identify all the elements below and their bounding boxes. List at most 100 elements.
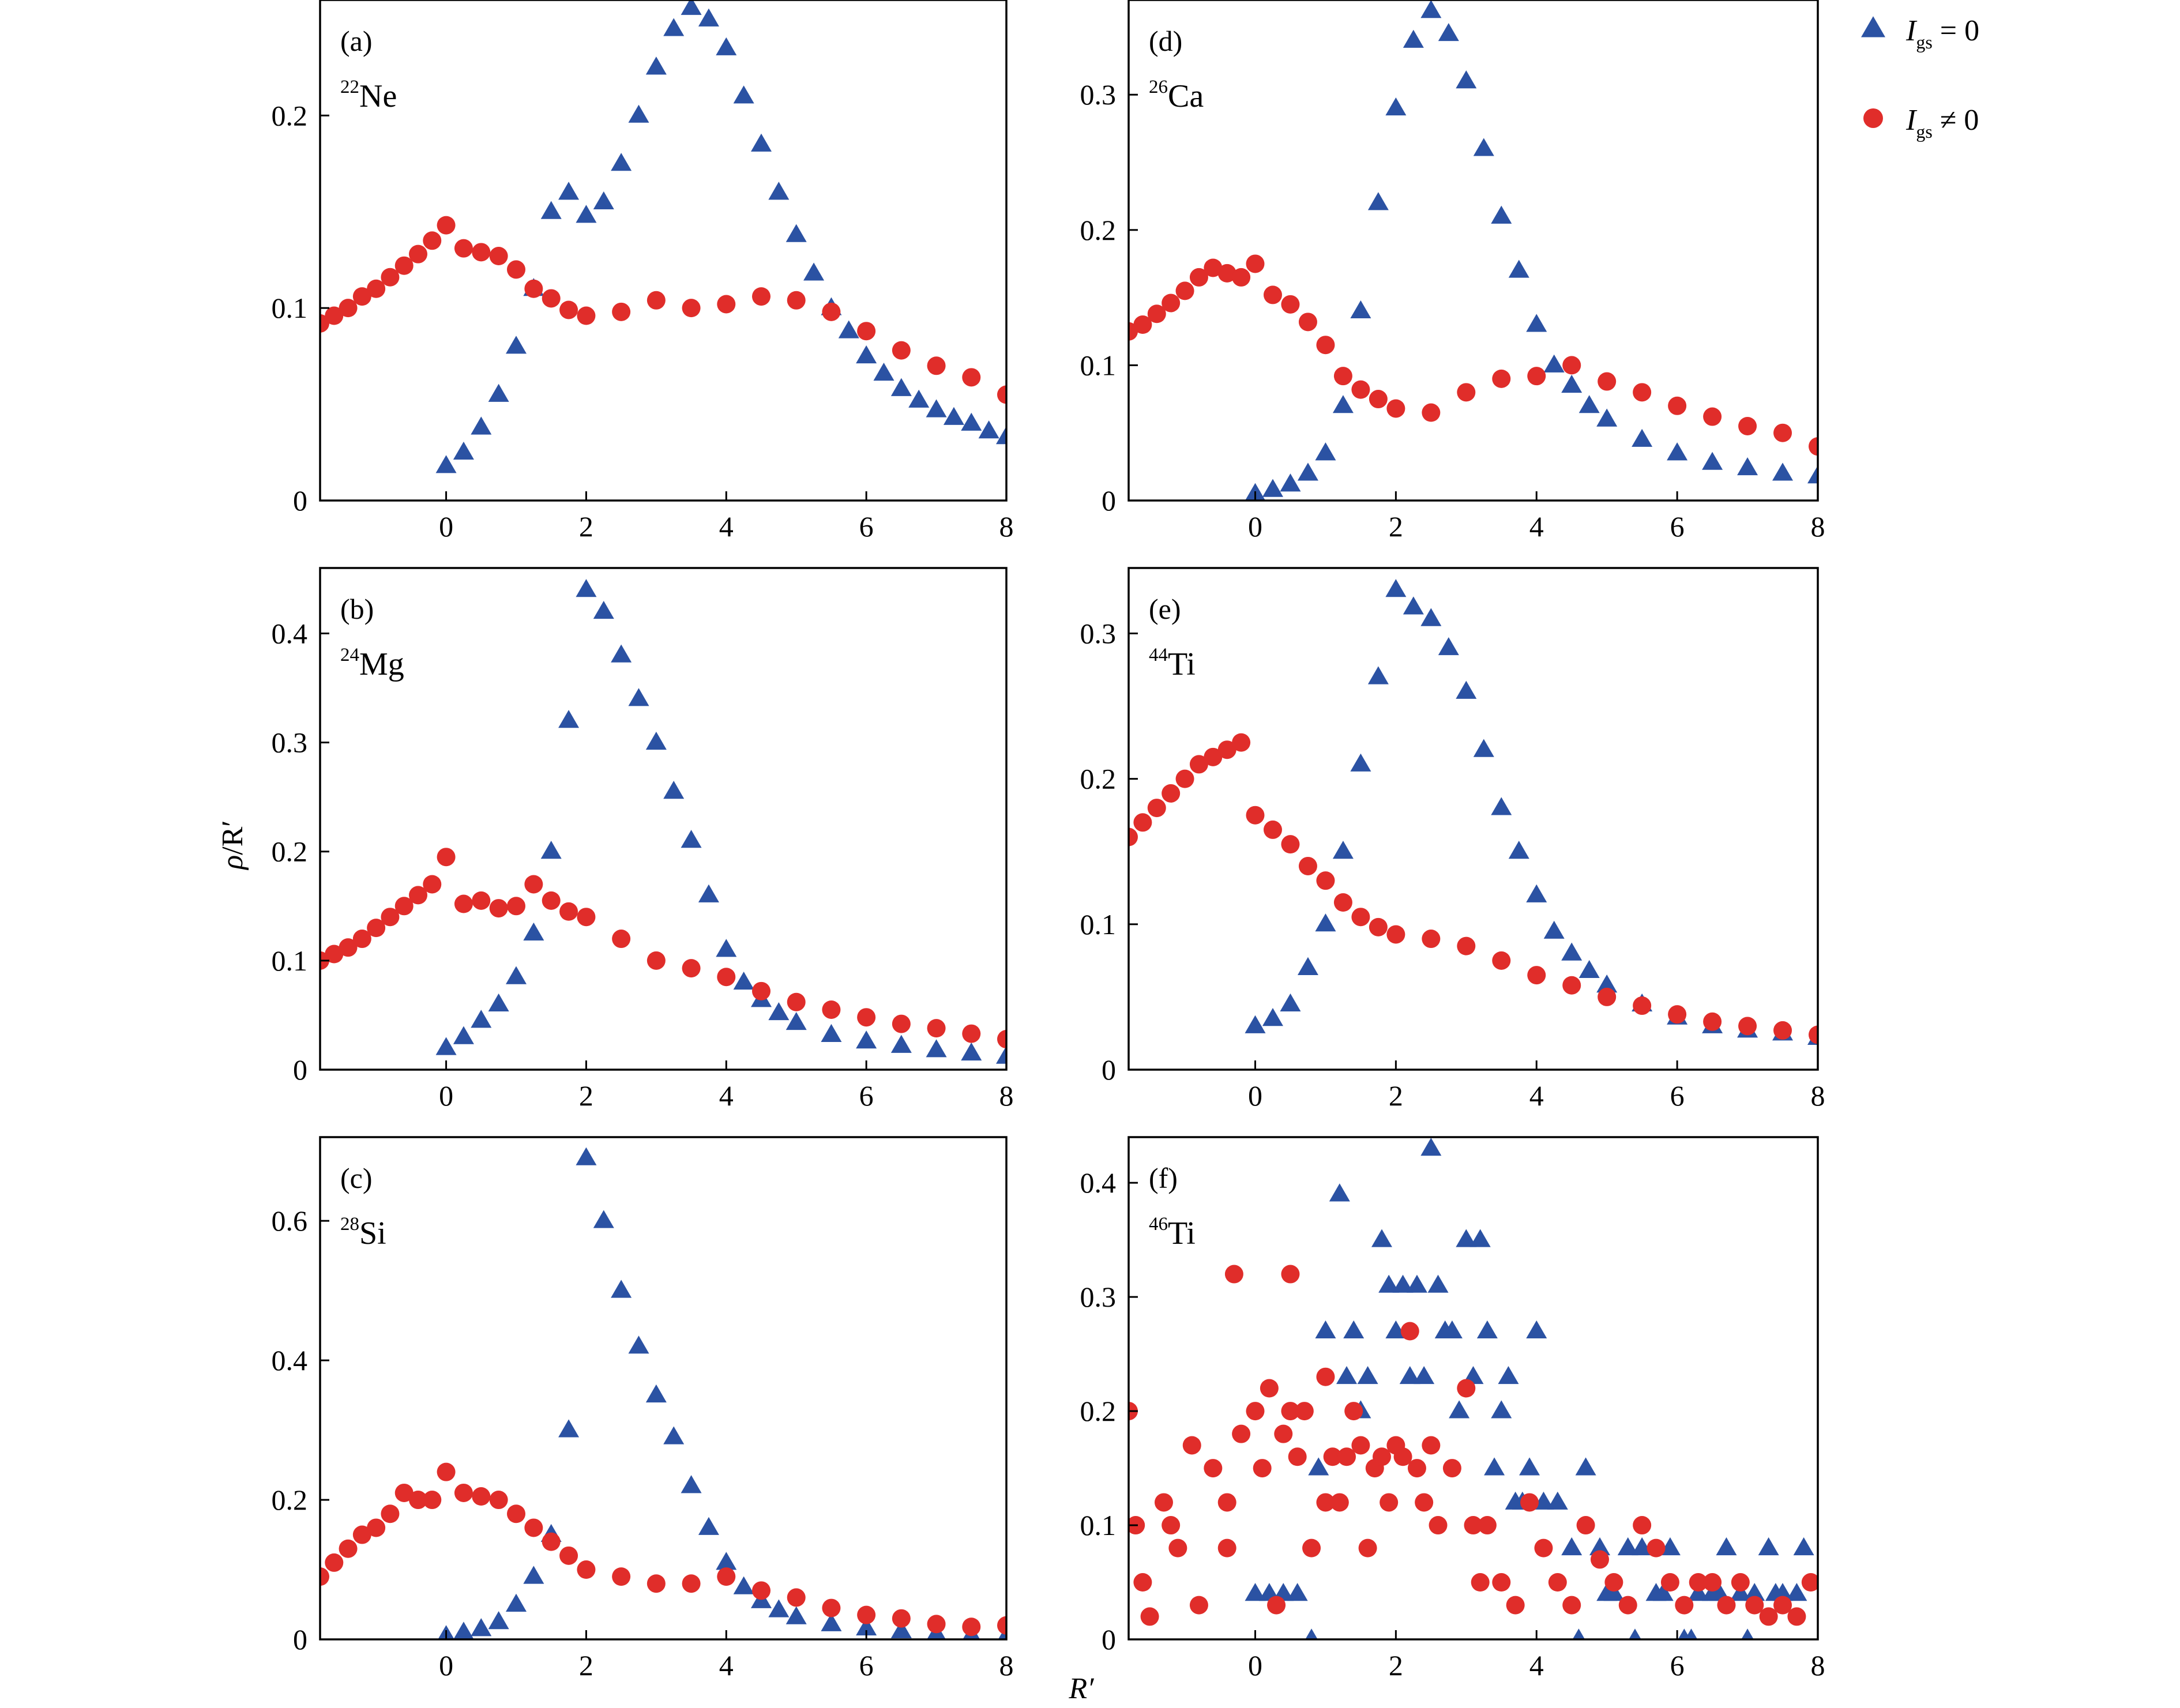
data-point-circle: [1738, 416, 1757, 435]
x-tick-label: 8: [999, 1079, 1014, 1112]
data-point-triangle: [996, 1045, 1006, 1064]
data-point-circle: [1204, 1459, 1223, 1478]
x-tick-label: 6: [859, 510, 874, 543]
plot-area: [1129, 579, 1818, 1045]
data-point-triangle: [1308, 1457, 1329, 1476]
y-tick-label: 0.2: [272, 99, 308, 131]
data-point-triangle: [558, 1419, 580, 1438]
data-point-triangle: [1543, 920, 1565, 939]
legend-rest: = 0: [1933, 14, 1979, 47]
data-point-triangle: [1758, 1537, 1779, 1556]
data-point-circle: [559, 300, 578, 319]
data-point-triangle: [1385, 1320, 1407, 1338]
data-point-triangle: [1508, 259, 1529, 278]
data-point-triangle: [1336, 1365, 1358, 1385]
data-point-triangle: [1786, 1583, 1807, 1601]
data-point-triangle: [1262, 479, 1283, 497]
data-point-circle: [577, 908, 596, 927]
data-point-circle: [1745, 1596, 1764, 1615]
data-point-triangle: [1449, 1400, 1470, 1419]
y-tick-label: 0.2: [1080, 763, 1117, 795]
data-point-triangle: [1667, 442, 1688, 461]
data-point-circle: [381, 908, 400, 927]
data-point-circle: [1274, 1424, 1293, 1443]
panel-b: 0 2 4 6 800.10.20.30.4(b)24Mg: [272, 567, 1014, 1112]
data-point-circle: [1316, 1493, 1335, 1512]
data-point-triangle: [768, 1599, 790, 1617]
data-point-circle: [1369, 390, 1388, 409]
y-tick-label: 0: [1102, 1054, 1116, 1086]
data-point-triangle: [1473, 739, 1494, 757]
data-point-circle: [339, 299, 358, 318]
data-point-circle: [1703, 1573, 1722, 1592]
data-point-triangle: [785, 224, 807, 242]
data-point-triangle: [873, 362, 894, 381]
data-point-triangle: [663, 1426, 685, 1444]
data-point-circle: [325, 306, 344, 325]
data-point-triangle: [1406, 1274, 1427, 1293]
data-point-triangle: [1469, 1229, 1491, 1247]
data-point-triangle: [471, 1010, 492, 1028]
nucleus-mass: 46: [1149, 1214, 1168, 1235]
x-tick-label: 4: [1529, 1649, 1544, 1681]
data-point-circle: [1175, 769, 1194, 788]
data-point-triangle: [1491, 205, 1512, 224]
x-tick-label: 8: [1811, 510, 1825, 543]
data-point-circle: [927, 1019, 946, 1038]
y-tick-label: 0: [1102, 484, 1116, 517]
data-point-circle: [1703, 1012, 1722, 1031]
data-point-circle: [1787, 1607, 1806, 1626]
data-point-triangle: [1378, 1274, 1400, 1293]
data-point-circle: [524, 1518, 543, 1537]
data-point-circle: [1281, 295, 1300, 314]
data-point-circle: [1668, 396, 1687, 415]
data-point-triangle: [1533, 1491, 1554, 1510]
data-point-circle: [1400, 1322, 1419, 1341]
data-point-circle: [1281, 1402, 1300, 1421]
data-point-triangle: [628, 688, 649, 706]
data-point-circle: [1759, 1607, 1778, 1626]
data-point-triangle: [1561, 374, 1583, 393]
data-point-circle: [1492, 369, 1511, 388]
nucleus-label: 26Ca: [1149, 77, 1204, 114]
data-point-circle: [437, 848, 456, 867]
data-point-triangle: [1578, 960, 1600, 978]
data-point-circle: [1618, 1596, 1637, 1615]
data-point-circle: [1351, 380, 1370, 399]
data-point-circle: [1478, 1516, 1497, 1535]
data-point-circle: [1232, 268, 1251, 287]
data-point-circle: [1731, 1573, 1750, 1592]
data-point-circle: [1147, 304, 1166, 323]
data-point-triangle: [558, 182, 580, 200]
y-tick-label: 0.4: [272, 617, 308, 649]
data-point-circle: [1562, 1596, 1581, 1615]
x-tick-label: 2: [1389, 1079, 1403, 1112]
data-point-circle: [1333, 893, 1352, 912]
data-point-circle: [927, 356, 946, 375]
data-point-triangle: [1716, 1537, 1737, 1556]
data-point-triangle: [1438, 22, 1459, 42]
nucleus-mass: 26: [1149, 77, 1168, 97]
data-point-circle: [1162, 294, 1181, 313]
data-point-circle: [787, 992, 806, 1011]
data-point-triangle: [698, 8, 719, 27]
data-point-triangle: [1367, 666, 1389, 684]
data-point-circle: [997, 385, 1006, 404]
data-point-circle: [367, 279, 386, 298]
plot-area: [320, 1147, 1006, 1639]
data-point-triangle: [1305, 1628, 1318, 1639]
data-point-circle: [423, 231, 442, 250]
data-point-triangle: [453, 441, 474, 460]
data-point-triangle: [1561, 1537, 1583, 1556]
data-point-circle: [1590, 1550, 1609, 1569]
data-point-circle: [1633, 383, 1652, 402]
data-point-circle: [1393, 1447, 1412, 1466]
data-point-circle: [1295, 1402, 1314, 1421]
plot-area: [320, 579, 1006, 1064]
data-point-triangle: [961, 412, 982, 431]
data-point-circle: [1246, 254, 1265, 273]
data-point-triangle: [1315, 913, 1336, 932]
nucleus-mass: 28: [340, 1214, 359, 1235]
x-tick-label: 6: [1670, 1079, 1685, 1112]
